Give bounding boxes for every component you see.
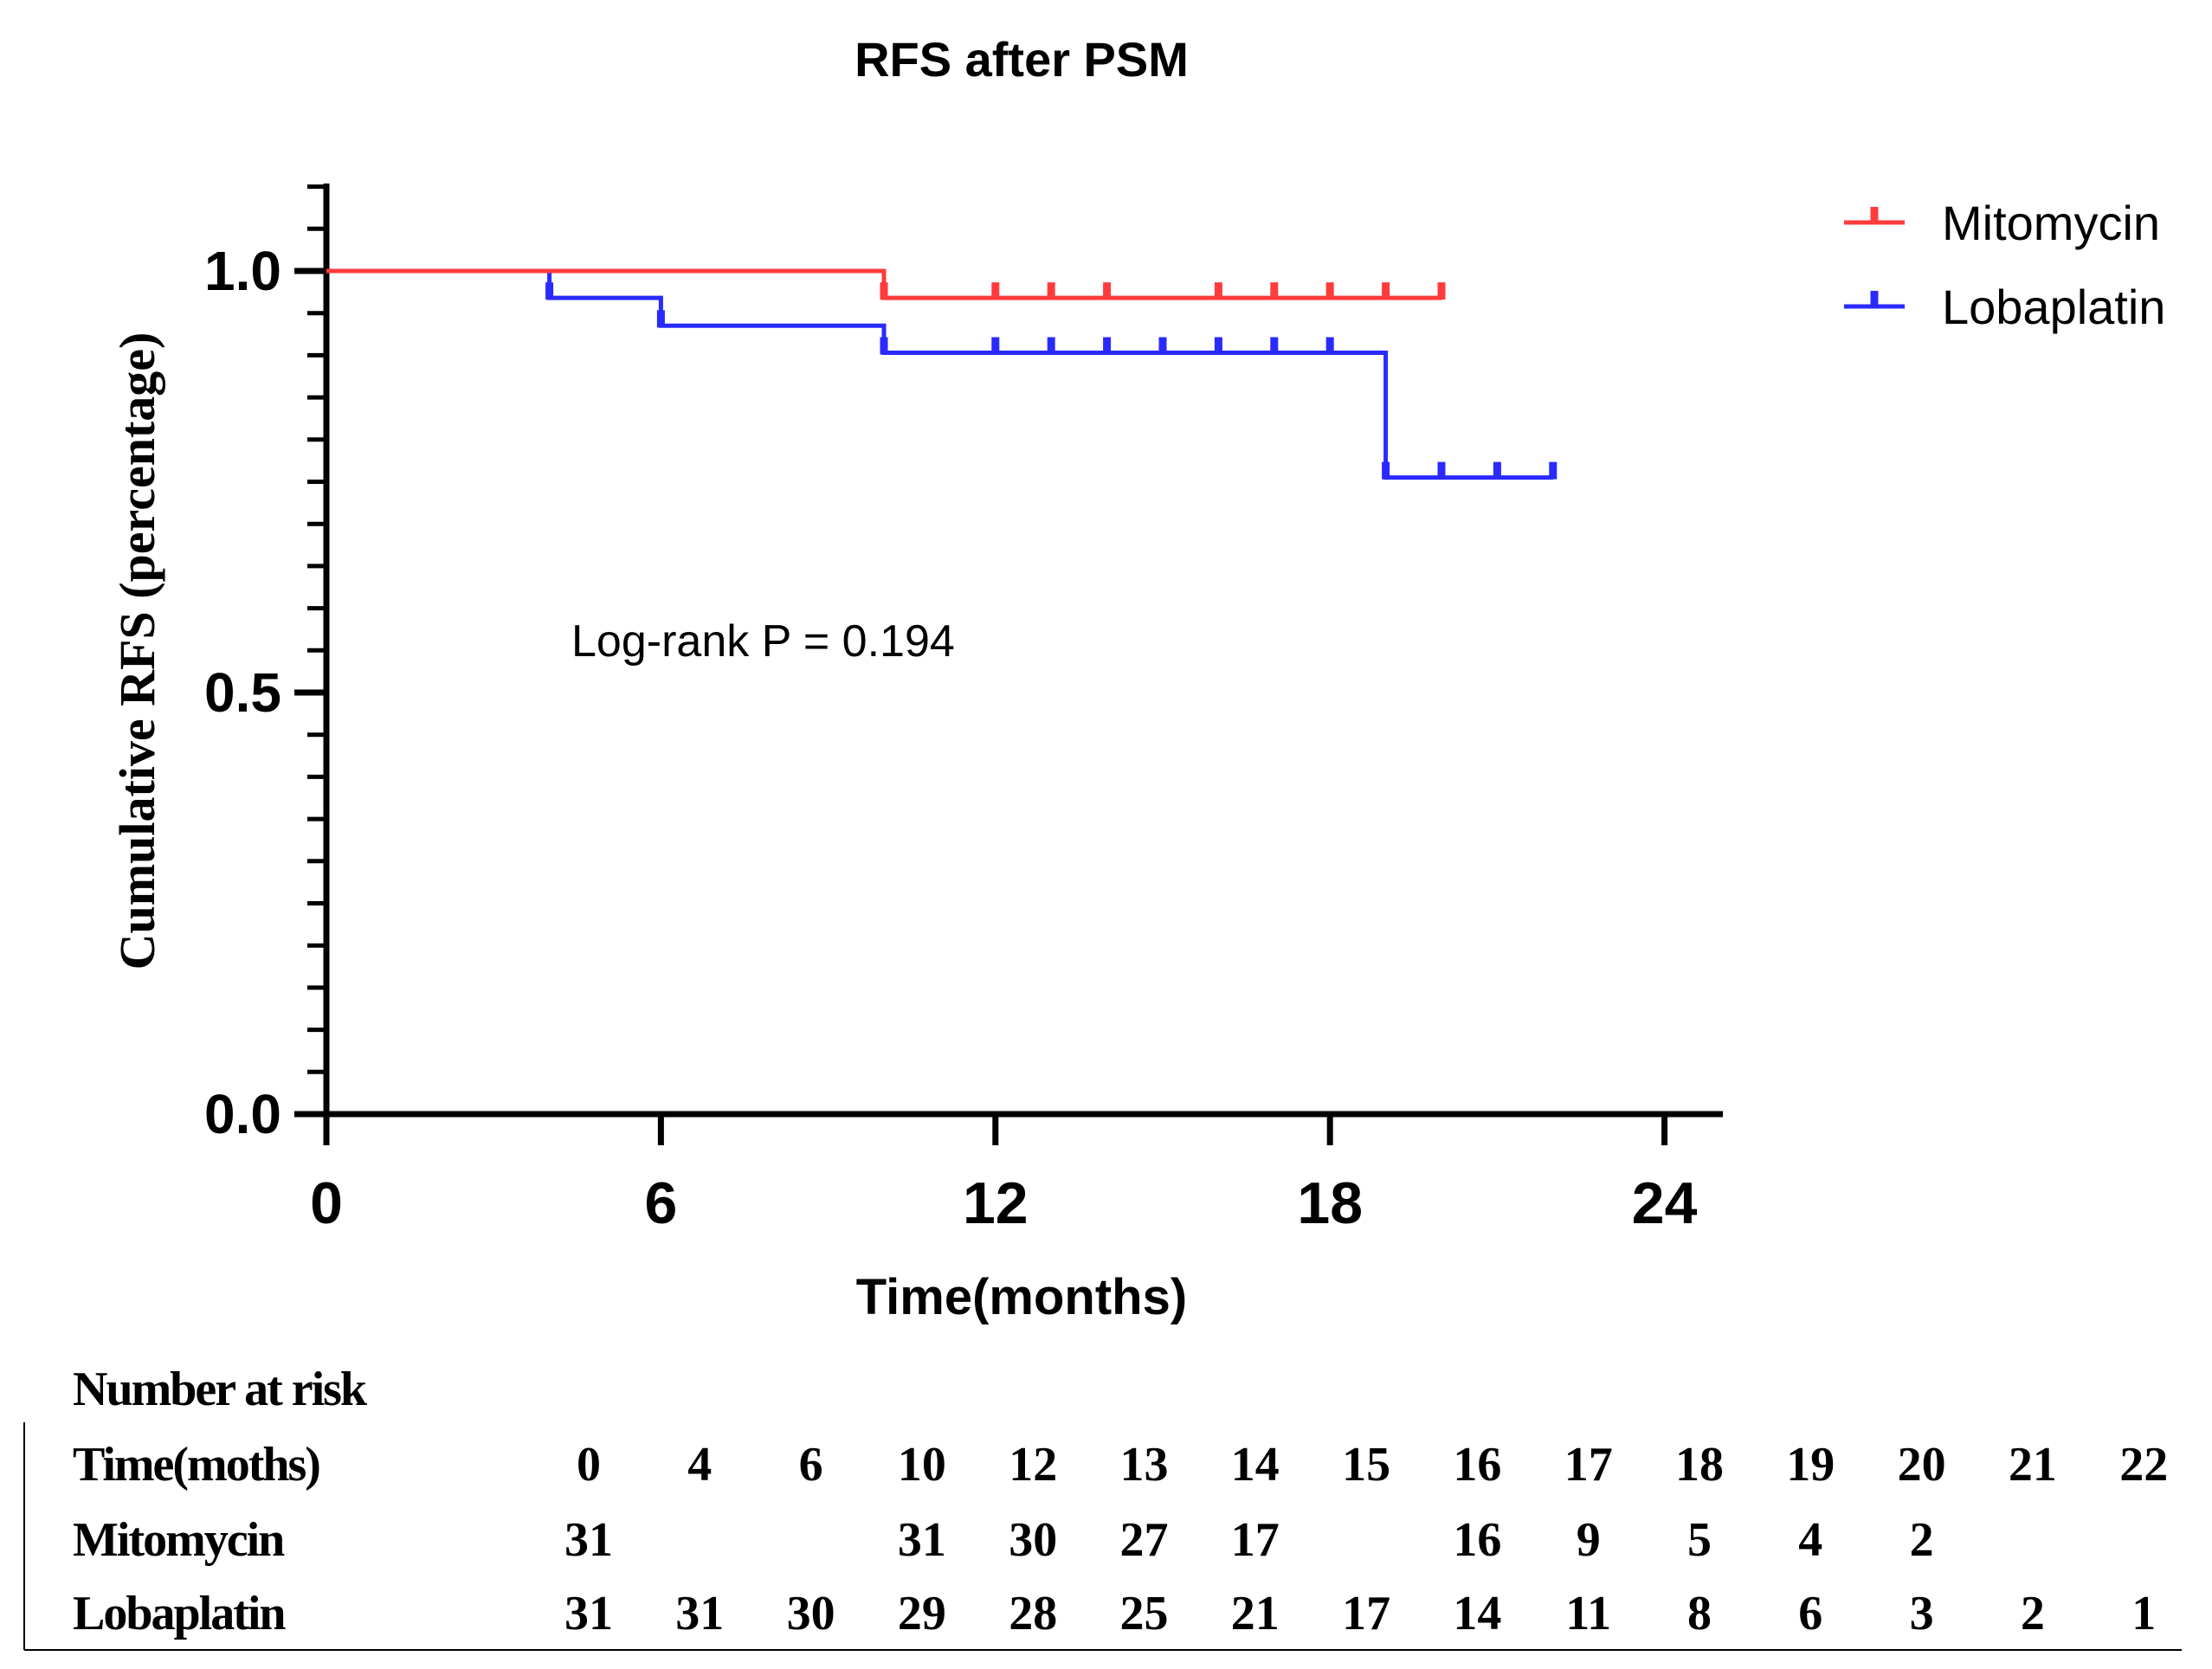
y-ticks: 0.0 0.5 1.0 xyxy=(204,240,326,1145)
censor-mark xyxy=(1047,282,1055,300)
censor-mark xyxy=(1382,282,1390,300)
y-tick-label: 1.0 xyxy=(204,240,281,302)
risk-count-cell: 2 xyxy=(2021,1587,2045,1640)
x-tick-label: 24 xyxy=(1632,1170,1698,1236)
risk-count-cell: 14 xyxy=(1453,1587,1501,1640)
x-tick-label: 18 xyxy=(1297,1170,1363,1236)
risk-count-cell: 8 xyxy=(1687,1587,1712,1640)
y-axis-label: Cumulative RFS (percentage) xyxy=(109,332,165,970)
risk-count-cell: 31 xyxy=(564,1513,613,1567)
risk-count-cell: 2 xyxy=(1910,1513,1934,1567)
censor-mark xyxy=(880,282,888,300)
risk-count-cell: 28 xyxy=(1009,1587,1057,1640)
risk-table-time-label: Time(moths) xyxy=(73,1438,319,1492)
series-mitomycin xyxy=(326,268,1446,300)
risk-count-cell: 31 xyxy=(564,1587,613,1640)
x-tick-label: 12 xyxy=(963,1170,1029,1236)
censor-mark xyxy=(1214,337,1222,355)
censor-mark xyxy=(545,282,554,300)
x-ticks: 0 6 12 18 24 xyxy=(310,1114,1698,1236)
risk-time-cell: 4 xyxy=(687,1438,712,1492)
y-tick-label: 0.5 xyxy=(204,661,281,724)
risk-table: Number at risk Time(moths) 0 4 6 10 12 13 14 15… xyxy=(23,1363,2182,1651)
x-tick-label: 0 xyxy=(310,1170,343,1236)
censor-mark xyxy=(1214,282,1222,300)
censor-mark xyxy=(1382,461,1390,480)
risk-count-cell: 3 xyxy=(1910,1587,1934,1640)
risk-time-cell: 13 xyxy=(1120,1438,1169,1492)
risk-count-cell: 11 xyxy=(1565,1587,1611,1640)
legend: Mitomycin Lobaplatin xyxy=(1844,196,2165,334)
censor-mark xyxy=(880,337,888,355)
censor-mark xyxy=(1270,337,1279,355)
risk-count-cell: 17 xyxy=(1231,1513,1280,1567)
censor-mark xyxy=(991,337,1000,355)
risk-count-cell: 16 xyxy=(1453,1513,1501,1567)
risk-time-cell: 21 xyxy=(2009,1438,2057,1492)
censor-mark xyxy=(1437,282,1446,300)
risk-time-cell: 16 xyxy=(1453,1438,1501,1492)
censor-mark xyxy=(1549,461,1557,480)
censor-mark xyxy=(1103,337,1112,355)
risk-count-cell: 29 xyxy=(898,1587,946,1640)
risk-table-heading: Number at risk xyxy=(73,1363,368,1416)
risk-row-label: Lobaplatin xyxy=(73,1587,286,1640)
risk-count-cell: 30 xyxy=(787,1587,835,1640)
censor-mark xyxy=(1325,282,1334,300)
legend-swatch-mark xyxy=(1870,207,1879,224)
logrank-annotation: Log-rank P = 0.194 xyxy=(571,616,955,667)
risk-count-cell: 17 xyxy=(1342,1587,1390,1640)
censor-mark xyxy=(991,282,1000,300)
risk-time-cell: 18 xyxy=(1675,1438,1724,1492)
risk-time-cell: 22 xyxy=(2119,1438,2168,1492)
censor-mark xyxy=(1047,337,1055,355)
censor-mark xyxy=(656,310,665,328)
risk-time-cell: 14 xyxy=(1231,1438,1280,1492)
risk-time-cell: 6 xyxy=(799,1438,823,1492)
censor-mark xyxy=(1158,337,1167,355)
censor-mark xyxy=(1437,461,1446,480)
risk-time-cell: 20 xyxy=(1898,1438,1946,1492)
risk-count-cell: 31 xyxy=(898,1513,946,1567)
risk-count-cell: 27 xyxy=(1120,1513,1169,1567)
legend-label: Mitomycin xyxy=(1942,196,2160,250)
risk-time-cell: 19 xyxy=(1786,1438,1835,1492)
risk-time-cell: 10 xyxy=(898,1438,946,1492)
risk-time-cell: 15 xyxy=(1342,1438,1390,1492)
series-lobaplatin xyxy=(326,268,1557,480)
risk-time-cell: 12 xyxy=(1009,1438,1057,1492)
risk-count-cell: 31 xyxy=(675,1587,724,1640)
risk-time-cell: 0 xyxy=(577,1438,601,1492)
risk-count-cell: 21 xyxy=(1231,1587,1280,1640)
risk-count-cell: 1 xyxy=(2131,1587,2156,1640)
censor-mark xyxy=(1103,282,1112,300)
series-line xyxy=(326,268,1553,480)
risk-count-cell: 5 xyxy=(1687,1513,1712,1567)
risk-count-cell: 9 xyxy=(1577,1513,1601,1567)
legend-swatch-mark xyxy=(1870,291,1879,308)
legend-label: Lobaplatin xyxy=(1942,280,2165,334)
chart-title: RFS after PSM xyxy=(854,32,1189,87)
x-axis-label: Time(months) xyxy=(856,1269,1187,1325)
risk-count-cell: 30 xyxy=(1009,1513,1057,1567)
x-tick-label: 6 xyxy=(644,1170,677,1236)
series-layer xyxy=(326,268,1557,480)
risk-time-cell: 17 xyxy=(1564,1438,1613,1492)
risk-count-cell: 6 xyxy=(1798,1587,1822,1640)
y-tick-label: 0.0 xyxy=(204,1083,281,1145)
risk-row-label: Mitomycin xyxy=(73,1513,285,1567)
censor-mark xyxy=(1270,282,1279,300)
risk-count-cell: 25 xyxy=(1120,1587,1169,1640)
censor-mark xyxy=(1493,461,1501,480)
risk-count-cell: 4 xyxy=(1798,1513,1822,1567)
censor-mark xyxy=(1325,337,1334,355)
